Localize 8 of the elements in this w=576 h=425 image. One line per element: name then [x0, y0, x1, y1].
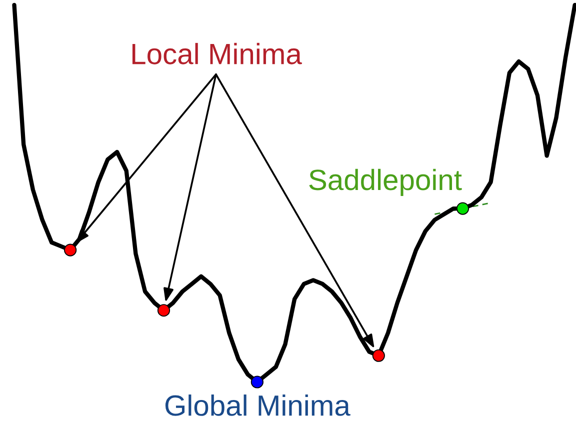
text: Global Minima [165, 394, 350, 416]
point [64, 244, 77, 256]
point [157, 304, 170, 317]
point [250, 376, 264, 388]
point [372, 349, 385, 362]
annotation: Saddlepoint [309, 168, 462, 196]
annotation: Local Minima [132, 42, 302, 64]
point [456, 202, 470, 215]
